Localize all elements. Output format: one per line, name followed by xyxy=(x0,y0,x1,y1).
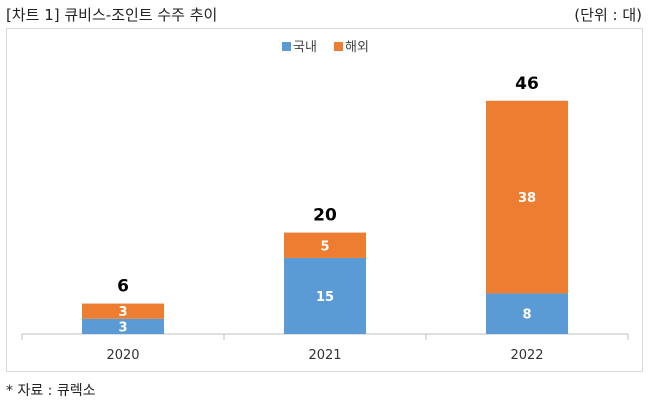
data-label: 8 xyxy=(522,308,531,323)
total-label: 6 xyxy=(117,277,129,297)
bar-해외-2022 xyxy=(486,100,568,294)
data-label: 5 xyxy=(320,239,329,254)
bar-국내-2021 xyxy=(284,257,366,334)
legend-label: 해외 xyxy=(345,40,369,55)
bar-해외-2021 xyxy=(284,232,366,258)
x-tick-label: 2021 xyxy=(308,348,341,363)
legend-swatch-해외 xyxy=(334,42,343,51)
x-tick-label: 2022 xyxy=(510,348,543,363)
total-label: 20 xyxy=(313,206,337,226)
legend-swatch-국내 xyxy=(282,42,291,51)
total-label: 46 xyxy=(515,74,539,94)
legend-label: 국내 xyxy=(293,40,317,55)
bar-국내-2020 xyxy=(82,318,164,334)
source-note: * 자료 : 큐렉소 xyxy=(6,383,96,399)
data-label: 3 xyxy=(118,320,127,335)
chart-title: [차트 1] 큐비스-조인트 수주 추이 xyxy=(6,6,218,24)
data-label: 3 xyxy=(118,305,127,320)
unit-label: (단위 : 대) xyxy=(574,6,642,24)
chart-frame xyxy=(6,28,643,372)
x-tick-label: 2020 xyxy=(106,348,139,363)
bar-해외-2020 xyxy=(82,303,164,319)
data-label: 15 xyxy=(316,290,334,305)
bar-국내-2022 xyxy=(486,293,568,334)
data-label: 38 xyxy=(518,191,536,206)
